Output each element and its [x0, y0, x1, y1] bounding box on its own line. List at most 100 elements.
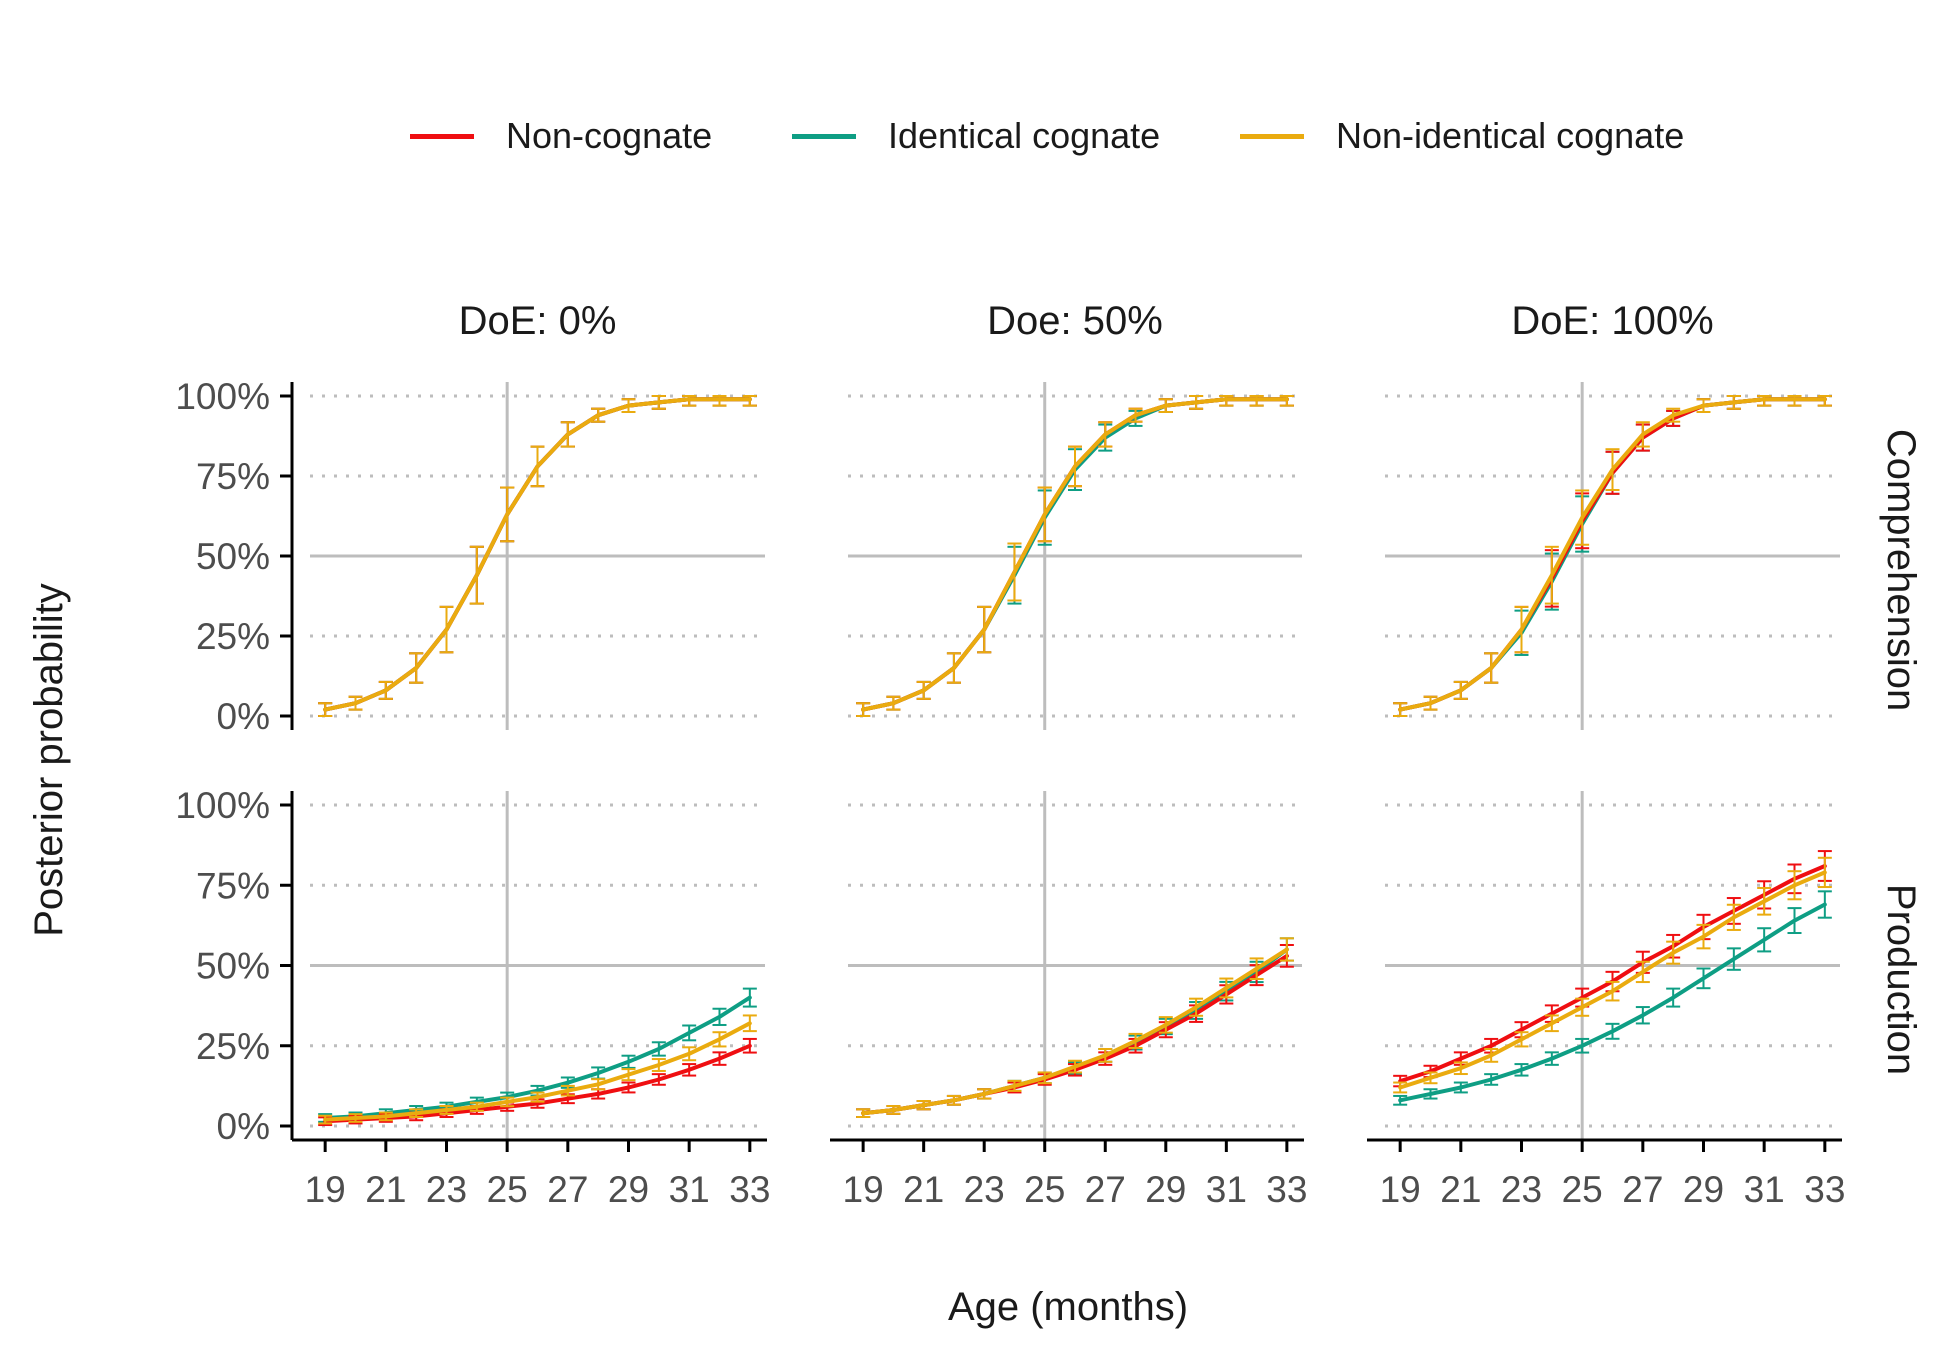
error-bar-nonidentical	[1696, 923, 1711, 950]
error-bar-nonidentical	[1453, 1061, 1468, 1076]
error-bar-nonidentical	[1787, 870, 1802, 901]
error-bar-nonidentical	[378, 680, 393, 700]
error-bar-nonidentical	[1453, 680, 1468, 700]
error-bar-nonidentical	[318, 702, 333, 717]
error-bar-nonidentical	[946, 652, 961, 684]
row-strip-production: Production	[1879, 884, 1923, 1075]
error-bar-nonidentical	[318, 1114, 333, 1125]
error-bar-nonidentical	[1575, 489, 1590, 546]
error-bar-nonidentical	[1544, 545, 1559, 605]
x-tick-label: 29	[608, 1169, 649, 1210]
series-line-noncognate	[1398, 397, 1827, 712]
error-bar-nonidentical	[1037, 486, 1052, 543]
error-bar-nonidentical	[886, 1105, 901, 1115]
error-bar-nonidentical	[856, 702, 871, 717]
error-bar-nonidentical	[378, 1111, 393, 1122]
panels-layer: DoE: 0% Doe: 50% DoE: 100% Comprehension Pro…	[175, 299, 1923, 1210]
error-bar-nonidentical	[1757, 395, 1772, 407]
error-bar-nonidentical	[469, 1101, 484, 1112]
y-tick-label: 75%	[196, 865, 270, 906]
error-bar-identical	[682, 1024, 697, 1042]
column-strip-doe-50: Doe: 50%	[987, 299, 1163, 343]
error-bar-nonidentical	[682, 395, 697, 407]
error-bar-nonidentical	[591, 407, 606, 423]
error-bar-nonidentical	[1635, 960, 1650, 984]
y-tick-label: 100%	[175, 785, 270, 826]
error-bar-nonidentical	[682, 1046, 697, 1062]
error-bar-identical	[1817, 890, 1832, 919]
error-bar-nonidentical	[1219, 977, 1234, 999]
error-bar-nonidentical	[1249, 395, 1264, 407]
error-bar-nonidentical	[1037, 1071, 1052, 1085]
error-bar-nonidentical	[469, 545, 484, 605]
series-line-identical	[1398, 902, 1827, 1103]
error-bar-nonidentical	[1279, 395, 1294, 407]
error-bar-nonidentical	[1635, 421, 1650, 448]
error-bar-nonidentical	[1696, 398, 1711, 413]
error-bar-nonidentical	[1484, 652, 1499, 684]
error-bar-identical	[1726, 947, 1741, 971]
column-strip-doe-0: DoE: 0%	[459, 299, 617, 343]
error-bar-nonidentical	[1726, 395, 1741, 410]
error-bar-nonidentical	[1128, 407, 1143, 423]
x-tick-label: 33	[729, 1169, 770, 1210]
error-bar-nonidentical	[977, 605, 992, 654]
error-bar-nonidentical	[1393, 1081, 1408, 1094]
x-tick-label: 31	[1744, 1169, 1785, 1210]
error-bar-nonidentical	[712, 1031, 727, 1048]
x-tick-label: 19	[1380, 1169, 1421, 1210]
x-tick-label: 27	[1085, 1169, 1126, 1210]
legend-item-noncognate: Non-cognate	[410, 108, 712, 164]
legend-label-noncognate: Non-cognate	[506, 115, 713, 156]
x-tick-label: 29	[1683, 1169, 1724, 1210]
error-bar-nonidentical	[1393, 702, 1408, 717]
panel-doe-0-comprehension: 0% 25% 50% 75% 100%	[175, 376, 765, 737]
error-bar-nonidentical	[651, 395, 666, 410]
error-bar-nonidentical	[712, 395, 727, 407]
x-tick-label: 27	[1622, 1169, 1663, 1210]
y-tick-label: 25%	[196, 1026, 270, 1067]
series-line-identical	[1398, 397, 1827, 712]
error-bar-identical	[1605, 1022, 1620, 1040]
x-tick-label: 31	[1206, 1169, 1247, 1210]
error-bar-identical	[742, 987, 757, 1008]
error-bar-nonidentical	[500, 486, 515, 543]
error-bar-nonidentical	[856, 1108, 871, 1119]
legend-label-nonidentical: Non-identical cognate	[1336, 115, 1685, 156]
error-bar-nonidentical	[1605, 448, 1620, 492]
x-tick-label: 23	[426, 1169, 467, 1210]
panel-doe-100-comprehension	[1385, 382, 1840, 730]
error-bar-identical	[1453, 1081, 1468, 1094]
error-bar-identical	[1575, 1037, 1590, 1054]
error-bar-nonidentical	[560, 1084, 575, 1097]
error-bar-nonidentical	[1098, 421, 1113, 448]
legend-item-nonidentical: Non-identical cognate	[1240, 108, 1684, 164]
error-bar-nonidentical	[1007, 542, 1022, 602]
error-bar-noncognate	[712, 1051, 727, 1066]
y-tick-label: 50%	[196, 946, 270, 987]
error-bar-nonidentical	[1068, 1059, 1082, 1074]
error-bar-identical	[1393, 1094, 1408, 1106]
error-bar-nonidentical	[409, 1108, 424, 1119]
error-bar-nonidentical	[409, 652, 424, 684]
y-tick-label: 0%	[217, 696, 270, 737]
error-bar-nonidentical	[1423, 695, 1438, 711]
column-strip-doe-100: DoE: 100%	[1511, 299, 1713, 343]
error-bar-noncognate	[651, 1073, 666, 1086]
y-axis-title: Posterior probability	[27, 583, 71, 937]
error-bar-identical	[1696, 967, 1711, 990]
error-bar-nonidentical	[1219, 395, 1234, 407]
x-tick-label: 25	[487, 1169, 528, 1210]
error-bar-identical	[1757, 927, 1772, 953]
x-tick-label: 33	[1804, 1169, 1845, 1210]
error-bar-nonidentical	[530, 1091, 545, 1103]
error-bar-nonidentical	[1666, 407, 1681, 423]
x-tick-label: 23	[1501, 1169, 1542, 1210]
error-bar-nonidentical	[742, 395, 757, 407]
x-tick-label: 25	[1562, 1169, 1603, 1210]
error-bar-nonidentical	[1787, 395, 1802, 407]
error-bar-nonidentical	[591, 1078, 606, 1091]
error-bar-identical	[712, 1007, 727, 1026]
x-tick-label: 23	[964, 1169, 1005, 1210]
